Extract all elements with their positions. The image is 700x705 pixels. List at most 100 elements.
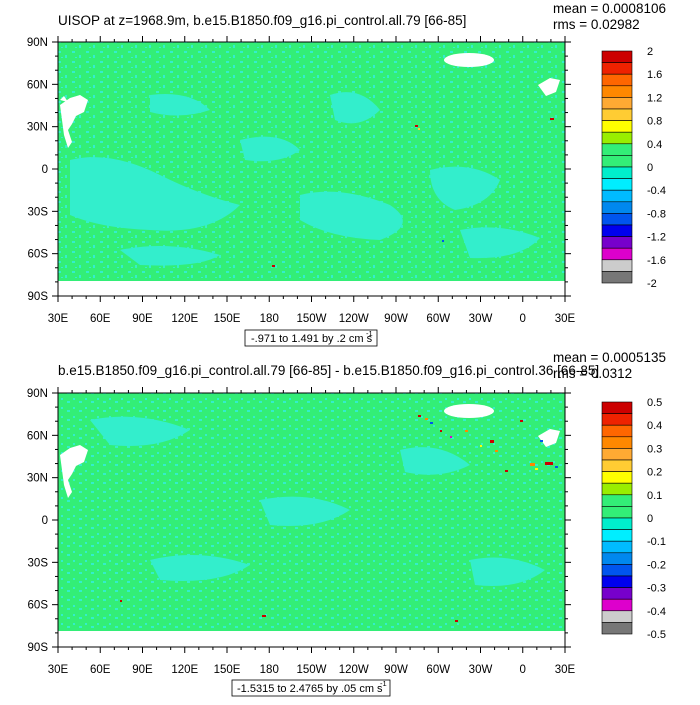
colorbar-box [601, 436, 633, 449]
lon-label: 30W [469, 313, 493, 325]
lon-label: 120E [171, 313, 198, 325]
lon-label: 150W [296, 313, 326, 325]
panel-2-colorbar: 0.5 0.4 0.3 0.2 0.1 0 -0.1 -0.2 -0.3 -0.4 -0.5 [601, 397, 666, 641]
colorbar-label: -0.4 [647, 185, 666, 197]
colorbar-label: 2 [647, 46, 653, 58]
colorbar-label: 0 [647, 162, 653, 174]
lon-label: 90E [132, 313, 153, 325]
colorbar-label: 0.2 [647, 467, 662, 479]
panel-2-rms: rms = 0.0312 [553, 366, 632, 381]
colorbar-box [601, 62, 633, 75]
lon-label: 150E [214, 664, 241, 676]
lon-label: 120W [339, 313, 369, 325]
lon-label: 60W [426, 313, 450, 325]
colorbar-box [601, 540, 633, 554]
panel-2-title: b.e15.B1850.f09_g16.pi_control.all.79 [6… [58, 363, 599, 378]
lon-label: 30E [555, 313, 576, 325]
colorbar-label: -0.2 [647, 559, 666, 571]
lon-label: 120E [171, 664, 198, 676]
colorbar-box [601, 189, 633, 203]
panel-1-range-box: -.971 to 1.491 by .2 cm s -1 [244, 329, 378, 347]
lon-label: 120W [339, 664, 369, 676]
lon-label: 90W [384, 313, 408, 325]
lon-label: 90W [384, 664, 408, 676]
lon-label: 60W [426, 664, 450, 676]
colorbar-label: -2 [647, 278, 657, 290]
colorbar-box [601, 178, 633, 191]
lon-label: 30E [48, 664, 69, 676]
lat-label: 0 [42, 515, 48, 527]
colorbar-label: 1.6 [647, 69, 662, 81]
colorbar-box [601, 201, 633, 214]
colorbar-box [601, 471, 633, 484]
panel-1-range-note: -.971 to 1.491 by .2 cm s [251, 333, 373, 345]
panel-1-range-exp: -1 [366, 329, 373, 338]
lat-label: 60S [28, 600, 49, 612]
colorbar-box [601, 166, 633, 179]
colorbar-box [601, 131, 633, 145]
colorbar-label: 0.4 [647, 139, 662, 151]
lat-label: 30N [27, 473, 48, 485]
lon-label: 150E [214, 313, 241, 325]
lat-label: 60N [27, 79, 48, 91]
colorbar-box [601, 459, 633, 472]
colorbar-box [601, 494, 633, 507]
colorbar-box [601, 506, 633, 519]
lon-label: 90E [132, 664, 153, 676]
colorbar-box [601, 529, 633, 542]
colorbar-box [601, 120, 633, 133]
colorbar-box [601, 401, 633, 414]
colorbar-label: -1.2 [647, 232, 666, 244]
panel-1-rms: rms = 0.02982 [553, 17, 640, 32]
colorbar-box [601, 575, 633, 588]
lat-label: 90S [28, 642, 49, 654]
colorbar-box [601, 424, 633, 438]
colorbar-label: 0.1 [647, 490, 662, 502]
colorbar-label: 0.4 [647, 420, 662, 432]
panel-2-range-exp: -1 [380, 679, 387, 688]
panel-1-colorbar: 2 1.6 1.2 0.8 0.4 0 -0.4 -0.8 -1.2 -1.6 -2 [601, 46, 666, 290]
colorbar-box [601, 552, 633, 565]
lat-label: 90S [28, 291, 49, 303]
lon-label: 0 [520, 313, 526, 325]
lon-label: 30E [555, 664, 576, 676]
colorbar-box [601, 50, 633, 63]
colorbar-box [601, 143, 633, 156]
panel-2-range-note: -1.5315 to 2.4765 by .05 cm s [237, 683, 383, 695]
colorbar-box [601, 97, 633, 110]
lat-label: 60N [27, 430, 48, 442]
lat-label: 30N [27, 122, 48, 134]
colorbar-label: 0 [647, 513, 653, 525]
lat-label: 30S [28, 557, 49, 569]
panel-1-lon-axis: 30E 60E 90E 120E 150E 180 150W 120W 90W 60W 30W 0 30… [48, 36, 576, 325]
colorbar-box [601, 85, 633, 98]
colorbar-label: 1.2 [647, 92, 662, 104]
colorbar-box [601, 73, 633, 87]
colorbar-box [601, 108, 633, 121]
panel-1-map [57, 41, 566, 297]
lon-label: 0 [520, 664, 526, 676]
colorbar-label: -1.6 [647, 255, 666, 267]
colorbar-box [601, 587, 633, 600]
colorbar-label: -0.1 [647, 536, 666, 548]
lat-label: 90N [27, 37, 48, 49]
colorbar-box [601, 271, 633, 284]
panel-1-title: UISOP at z=1968.9m, b.e15.B1850.f09_g16.… [58, 13, 466, 28]
colorbar-box [601, 448, 633, 461]
lat-label: 30S [28, 206, 49, 218]
panel-1: UISOP at z=1968.9m, b.e15.B1850.f09_g16.… [27, 1, 666, 347]
colorbar-box [601, 564, 633, 577]
colorbar-box [601, 236, 633, 249]
panel-1-mean: mean = 0.0008106 [553, 1, 666, 16]
colorbar-label: -0.3 [647, 583, 666, 595]
lon-label: 30W [469, 664, 493, 676]
lon-label: 30E [48, 313, 69, 325]
lon-label: 150W [296, 664, 326, 676]
colorbar-box [601, 224, 633, 237]
panel-2-lat-axis: 90N 60N 30N 0 30S 60S 90S [27, 388, 571, 654]
lat-label: 0 [42, 164, 48, 176]
colorbar-box [601, 517, 633, 530]
lon-label: 60E [90, 664, 111, 676]
